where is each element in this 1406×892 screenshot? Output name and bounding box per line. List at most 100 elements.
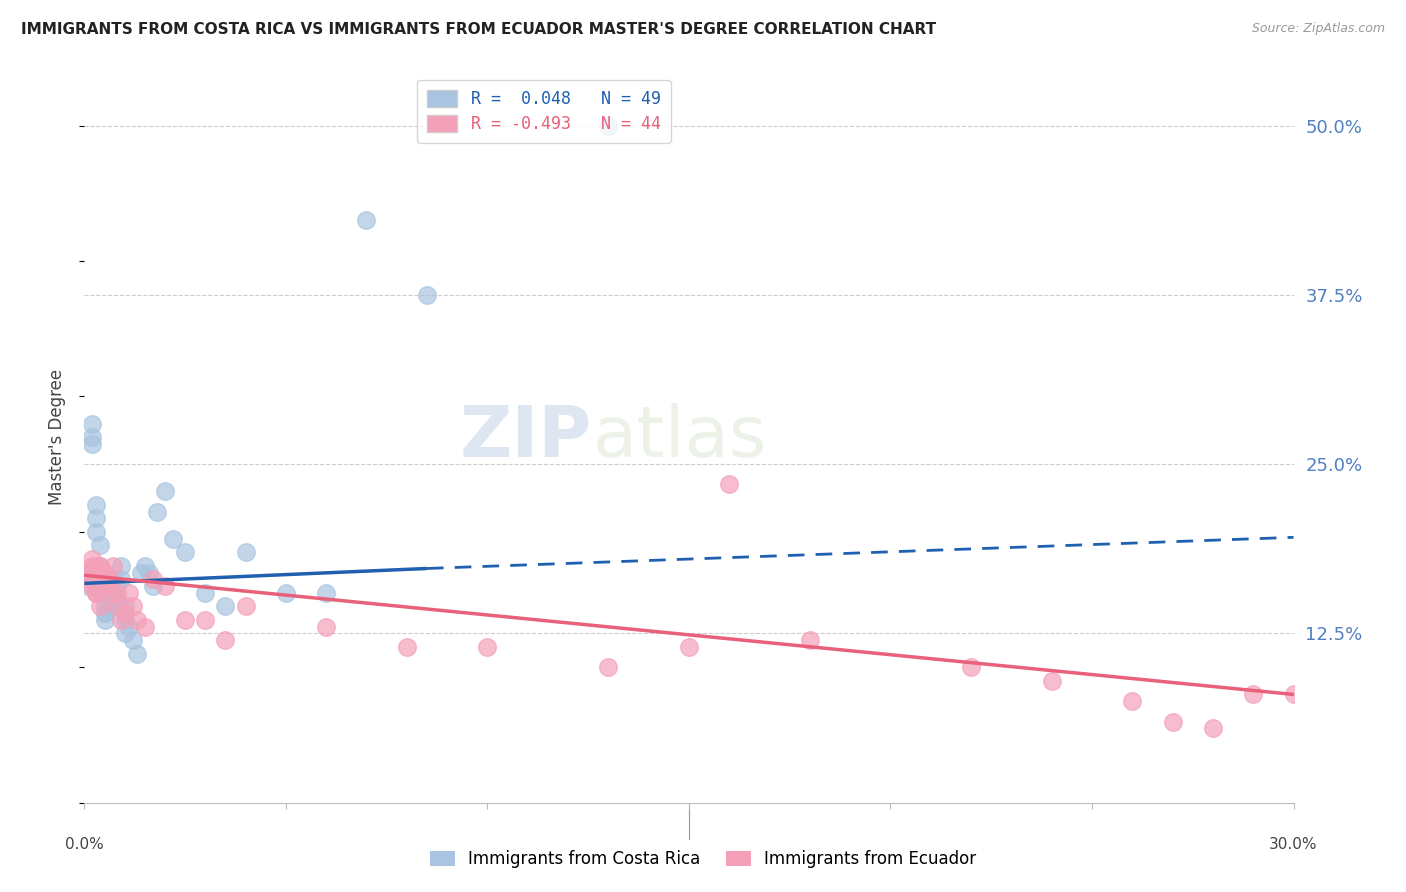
Point — [174, 545, 197, 559]
Point — [82, 437, 104, 451]
Text: IMMIGRANTS FROM COSTA RICA VS IMMIGRANTS FROM ECUADOR MASTER'S DEGREE CORRELATIO: IMMIGRANTS FROM COSTA RICA VS IMMIGRANTS… — [21, 22, 936, 37]
Point — [101, 586, 124, 600]
Point — [97, 586, 120, 600]
Point — [718, 477, 741, 491]
Point — [97, 572, 120, 586]
Point — [82, 552, 104, 566]
Point — [82, 579, 104, 593]
Text: 30.0%: 30.0% — [1270, 837, 1317, 852]
Point — [86, 586, 108, 600]
Point — [1241, 688, 1264, 702]
Point — [1202, 721, 1225, 735]
Point — [114, 599, 136, 614]
Point — [114, 626, 136, 640]
Text: atlas: atlas — [592, 402, 766, 472]
Point — [146, 505, 169, 519]
Point — [356, 213, 378, 227]
Text: 0.0%: 0.0% — [65, 837, 104, 852]
Point — [125, 647, 148, 661]
Point — [142, 579, 165, 593]
Point — [89, 586, 111, 600]
Point — [101, 586, 124, 600]
Point — [110, 613, 132, 627]
Point — [97, 572, 120, 586]
Point — [86, 511, 108, 525]
Point — [89, 558, 111, 573]
Point — [129, 566, 152, 580]
Point — [315, 586, 337, 600]
Point — [162, 532, 184, 546]
Point — [93, 599, 115, 614]
Point — [77, 579, 100, 593]
Point — [1161, 714, 1184, 729]
Point — [93, 606, 115, 620]
Point — [235, 545, 257, 559]
Point — [82, 558, 104, 573]
Point — [114, 606, 136, 620]
Point — [416, 288, 439, 302]
Point — [214, 633, 236, 648]
Point — [153, 579, 176, 593]
Point — [86, 498, 108, 512]
Point — [101, 558, 124, 573]
Point — [89, 579, 111, 593]
Point — [235, 599, 257, 614]
Point — [101, 572, 124, 586]
Point — [89, 599, 111, 614]
Point — [598, 119, 620, 133]
Point — [194, 613, 217, 627]
Point — [105, 599, 128, 614]
Point — [86, 524, 108, 539]
Text: Source: ZipAtlas.com: Source: ZipAtlas.com — [1251, 22, 1385, 36]
Point — [77, 566, 100, 580]
Text: ZIP: ZIP — [460, 402, 592, 472]
Point — [77, 572, 100, 586]
Point — [82, 417, 104, 431]
Point — [86, 586, 108, 600]
Point — [477, 640, 499, 654]
Point — [105, 579, 128, 593]
Point — [598, 660, 620, 674]
Point — [101, 599, 124, 614]
Point — [121, 599, 143, 614]
Y-axis label: Master's Degree: Master's Degree — [48, 369, 66, 505]
Point — [105, 599, 128, 614]
Point — [86, 558, 108, 573]
Legend: R =  0.048   N = 49, R = -0.493   N = 44: R = 0.048 N = 49, R = -0.493 N = 44 — [418, 79, 671, 143]
Point — [105, 592, 128, 607]
Point — [114, 613, 136, 627]
Legend: Immigrants from Costa Rica, Immigrants from Ecuador: Immigrants from Costa Rica, Immigrants f… — [423, 844, 983, 875]
Point — [395, 640, 418, 654]
Point — [110, 558, 132, 573]
Point — [194, 586, 217, 600]
Point — [315, 620, 337, 634]
Point — [110, 572, 132, 586]
Point — [274, 586, 297, 600]
Point — [89, 558, 111, 573]
Point — [118, 620, 141, 634]
Point — [799, 633, 821, 648]
Point — [174, 613, 197, 627]
Point — [97, 592, 120, 607]
Point — [82, 430, 104, 444]
Point — [1282, 688, 1305, 702]
Point — [134, 558, 156, 573]
Point — [153, 484, 176, 499]
Point — [142, 572, 165, 586]
Point — [118, 586, 141, 600]
Point — [1121, 694, 1143, 708]
Point — [125, 613, 148, 627]
Point — [93, 566, 115, 580]
Point — [97, 579, 120, 593]
Point — [121, 633, 143, 648]
Point — [93, 613, 115, 627]
Point — [138, 566, 160, 580]
Point — [89, 538, 111, 552]
Point — [1040, 673, 1063, 688]
Point — [93, 606, 115, 620]
Point — [134, 620, 156, 634]
Point — [93, 572, 115, 586]
Point — [77, 566, 100, 580]
Point — [678, 640, 700, 654]
Point — [960, 660, 983, 674]
